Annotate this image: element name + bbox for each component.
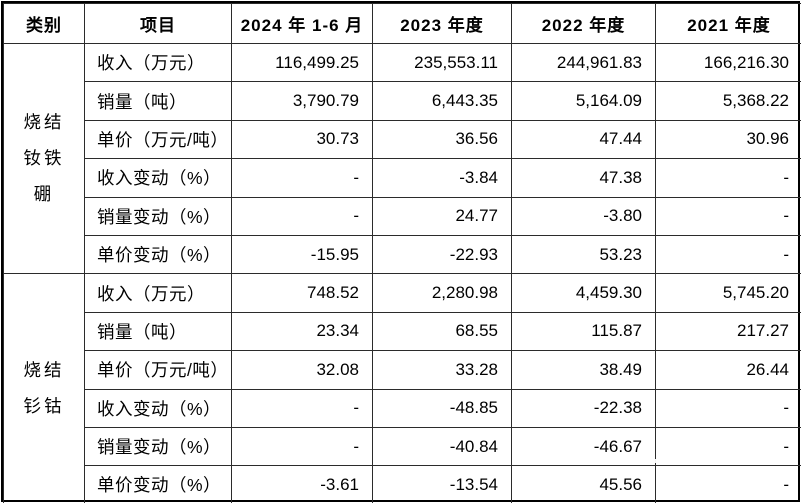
value-cell: 3,790.79 (231, 81, 373, 121)
value-cell: 53.23 (511, 234, 656, 275)
value-cell: 24.77 (372, 196, 512, 236)
header-row: 类别 项目 2024 年 1-6 月 2023 年度 2022 年度 2021 … (3, 3, 801, 44)
category-cell: 烧结钐钴 (3, 273, 85, 503)
item-label-cell: 销量变动（%） (84, 196, 232, 236)
value-cell: 6,443.35 (372, 81, 512, 121)
value-cell: - (231, 158, 373, 198)
value-cell: -22.93 (372, 234, 512, 275)
value-cell: - (231, 388, 373, 428)
item-label-cell: 单价（万元/吨） (84, 119, 232, 160)
value-cell: 26.44 (655, 350, 801, 390)
item-label-cell: 单价变动（%） (84, 465, 232, 503)
item-label-cell: 销量（吨） (84, 81, 232, 121)
table-row: 销量（吨） 3,790.79 6,443.35 5,164.09 5,368.22 (4, 81, 801, 121)
value-cell: -40.84 (372, 426, 512, 467)
value-cell: -48.85 (372, 388, 512, 428)
item-label-cell: 单价（万元/吨） (84, 350, 232, 390)
value-cell: 47.38 (511, 158, 656, 198)
value-cell: 30.73 (231, 119, 373, 160)
period-header-2024h1: 2024 年 1-6 月 (231, 3, 373, 44)
value-cell: - (655, 158, 801, 198)
table-row: 销量变动（%） - -40.84 -46.67- (4, 426, 801, 467)
value-cell: -3.80 (511, 196, 656, 236)
value-cell: 47.44 (511, 119, 656, 160)
value-cell: 5,368.22 (655, 81, 801, 121)
value-cell: - (231, 196, 373, 236)
value-cell: 115.87 (511, 311, 656, 352)
item-label-cell: 单价变动（%） (84, 234, 232, 275)
value-cell: 32.08 (231, 350, 373, 390)
category-header-cell: 类别 (3, 3, 85, 44)
item-label-cell: 收入变动（%） (84, 388, 232, 428)
value-cell: 38.49 (511, 350, 656, 390)
category-cell: 烧结钕铁硼 (3, 42, 85, 275)
value-cell: -15.95 (231, 234, 373, 275)
table-row: 销量变动（%） -24.77 -3.80- (4, 196, 801, 236)
table-row: 烧结钕铁硼 收入（万元） 116,499.25 235,553.11 244,961.8… (3, 42, 801, 275)
value-cell: 217.27 (655, 311, 801, 352)
value-cell: 36.56 (372, 119, 512, 160)
item-header-cell: 项目 (84, 3, 232, 44)
table-row: 单价（万元/吨） 32.08 33.28 38.49 26.44 (4, 350, 801, 390)
value-cell: 23.34 (231, 311, 373, 352)
value-cell: 30.96 (655, 119, 801, 160)
table-row: 销量（吨） 23.34 68.55 115.87 217.27 (4, 311, 801, 352)
period-header-2022: 2022 年度 (511, 3, 656, 44)
item-label-cell: 收入（万元） (84, 273, 232, 313)
value-cell: - (655, 196, 801, 236)
period-header-2023: 2023 年度 (372, 3, 512, 44)
value-cell: -3.84 (372, 158, 512, 198)
value-cell: 244,961.83 (511, 42, 656, 83)
value-cell: 4,459.30 (511, 273, 656, 313)
table-row: 单价变动（%） -3.61 -13.54 45.56- (4, 465, 801, 503)
item-label-cell: 销量变动（%） (84, 426, 232, 467)
value-cell: -3.61 (231, 465, 373, 503)
item-label-cell: 销量（吨） (84, 311, 232, 352)
table-row: 收入变动（%） - -3.84 47.38- (4, 158, 801, 198)
period-header-2021: 2021 年度 (655, 3, 801, 44)
value-cell: - (655, 234, 801, 275)
value-cell: 166,216.30 (655, 42, 801, 83)
value-cell: 2,280.98 (372, 273, 512, 313)
table-row: 收入变动（%） - -48.85 -22.38- (4, 388, 801, 428)
value-cell: -46.67 (511, 426, 656, 467)
value-cell: 68.55 (372, 311, 512, 352)
value-cell: - (655, 465, 801, 503)
table-row: 烧结钐钴 收入（万元） 748.52 2,280.98 4,459.30 5,745.20 (3, 273, 801, 503)
item-label-cell: 收入变动（%） (84, 158, 232, 198)
product-sales-table: 类别 项目 2024 年 1-6 月 2023 年度 2022 年度 2021 … (3, 3, 801, 503)
table-header: 类别 项目 2024 年 1-6 月 2023 年度 2022 年度 2021 … (3, 3, 801, 44)
value-cell: 5,745.20 (655, 273, 801, 313)
value-cell: - (655, 388, 801, 428)
value-cell: 748.52 (231, 273, 373, 313)
table-row: 单价（万元/吨） 30.73 36.56 47.44 30.96 (4, 119, 801, 160)
table-row: 单价变动（%） -15.95 -22.93 53.23- (4, 234, 801, 275)
value-cell: - (655, 426, 801, 467)
value-cell: 33.28 (372, 350, 512, 390)
value-cell: 5,164.09 (511, 81, 656, 121)
value-cell: -13.54 (372, 465, 512, 503)
value-cell: - (231, 426, 373, 467)
value-cell: 116,499.25 (231, 42, 373, 83)
value-cell: 45.56 (511, 465, 656, 503)
value-cell: 235,553.11 (372, 42, 512, 83)
item-label-cell: 收入（万元） (84, 42, 232, 83)
value-cell: -22.38 (511, 388, 656, 428)
table-body: 烧结钕铁硼 收入（万元） 116,499.25 235,553.11 244,961.8… (3, 42, 801, 503)
